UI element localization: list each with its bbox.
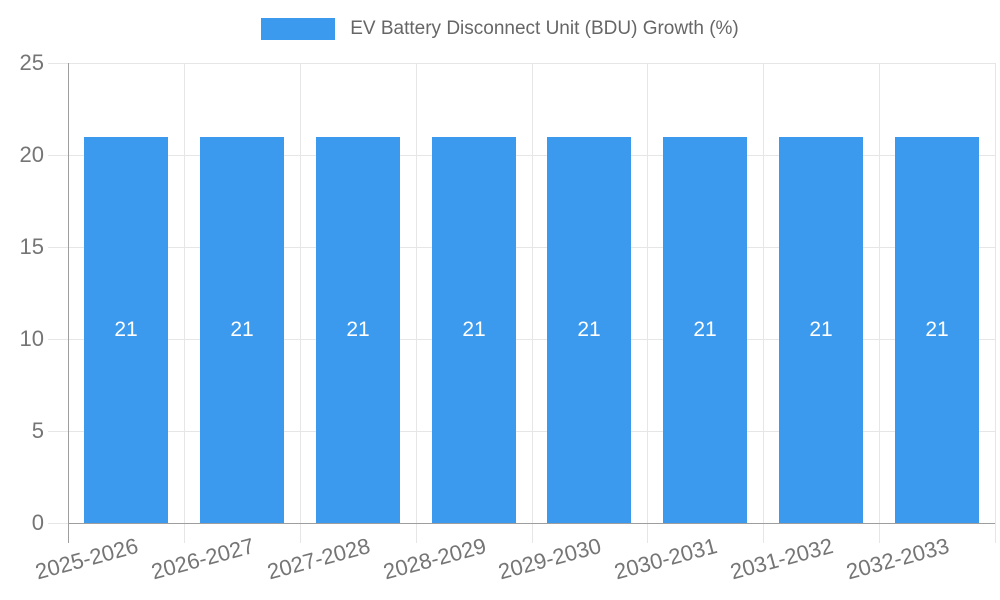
bar-2025-2026[interactable] xyxy=(84,137,168,523)
y-axis-line xyxy=(68,63,69,543)
y-tick-label: 25 xyxy=(19,50,44,75)
bar-2032-2033[interactable] xyxy=(895,137,979,523)
legend-label: EV Battery Disconnect Unit (BDU) Growth … xyxy=(350,18,739,39)
y-tick-label: 20 xyxy=(19,142,44,167)
gridline-x xyxy=(532,63,533,523)
x-tick-mark xyxy=(763,523,764,543)
bar-2026-2027[interactable] xyxy=(200,137,284,523)
y-tick-mark xyxy=(48,247,68,248)
x-tick-mark xyxy=(416,523,417,543)
x-tick-label: 2031-2032 xyxy=(727,533,836,585)
bar-value-label: 21 xyxy=(693,318,717,341)
chart-legend[interactable]: EV Battery Disconnect Unit (BDU) Growth … xyxy=(0,18,1000,40)
x-tick-label: 2026-2027 xyxy=(148,533,257,585)
y-tick-mark xyxy=(48,523,68,524)
y-tick-mark xyxy=(48,431,68,432)
y-tick-label: 0 xyxy=(31,510,44,535)
bar-value-label: 21 xyxy=(809,318,833,341)
gridline-x xyxy=(879,63,880,523)
gridline-y xyxy=(68,431,995,432)
bar-value-label: 21 xyxy=(230,318,254,341)
gridline-x xyxy=(184,63,185,523)
bar-value-label: 21 xyxy=(577,318,601,341)
bar-value-label: 21 xyxy=(114,318,138,341)
x-tick-label: 2028-2029 xyxy=(380,533,489,585)
gridline-y xyxy=(68,63,995,64)
y-tick-label: 10 xyxy=(19,326,44,351)
x-tick-label: 2032-2033 xyxy=(843,533,952,585)
gridline-x xyxy=(416,63,417,523)
bar-2029-2030[interactable] xyxy=(547,137,631,523)
bar-2028-2029[interactable] xyxy=(432,137,516,523)
y-tick-mark xyxy=(48,63,68,64)
x-tick-label: 2030-2031 xyxy=(611,533,720,585)
x-tick-label: 2027-2028 xyxy=(264,533,373,585)
x-tick-mark xyxy=(995,523,996,543)
bar-2031-2032[interactable] xyxy=(779,137,863,523)
bar-2030-2031[interactable] xyxy=(663,137,747,523)
y-tick-label: 15 xyxy=(19,234,44,259)
gridline-y xyxy=(68,247,995,248)
y-tick-label: 5 xyxy=(31,418,44,443)
gridline-y xyxy=(68,339,995,340)
gridline-y xyxy=(68,155,995,156)
x-tick-mark xyxy=(532,523,533,543)
x-tick-label: 2029-2030 xyxy=(495,533,604,585)
legend-swatch-icon xyxy=(261,18,336,40)
gridline-x xyxy=(647,63,648,523)
bar-2027-2028[interactable] xyxy=(316,137,400,523)
x-tick-mark xyxy=(300,523,301,543)
x-tick-label: 2025-2026 xyxy=(32,533,141,585)
bar-value-label: 21 xyxy=(346,318,370,341)
gridline-x xyxy=(995,63,996,523)
x-tick-mark xyxy=(647,523,648,543)
y-tick-mark xyxy=(48,155,68,156)
gridline-x xyxy=(300,63,301,523)
gridline-x xyxy=(763,63,764,523)
y-tick-mark xyxy=(48,339,68,340)
x-axis-line xyxy=(68,523,995,524)
x-tick-mark xyxy=(184,523,185,543)
bar-value-label: 21 xyxy=(925,318,949,341)
bar-value-label: 21 xyxy=(462,318,486,341)
x-tick-mark xyxy=(879,523,880,543)
